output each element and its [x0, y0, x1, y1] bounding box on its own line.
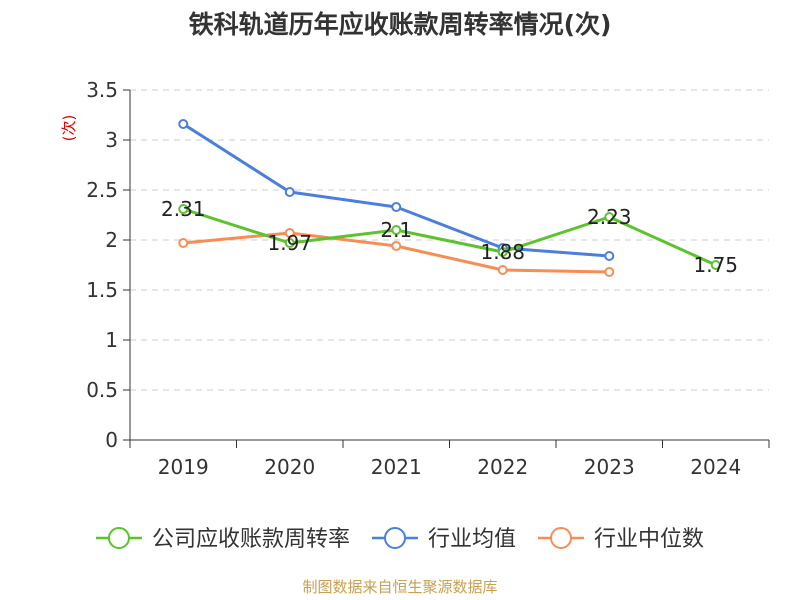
- legend-marker: [550, 527, 573, 549]
- x-tick-label: 2023: [584, 455, 635, 479]
- legend-label: 行业均值: [428, 527, 516, 552]
- y-tick-label: 0.5: [86, 378, 118, 402]
- data-label: 2.23: [587, 205, 632, 229]
- data-point: [178, 119, 189, 129]
- data-point: [284, 238, 295, 248]
- series-layer: [178, 119, 721, 277]
- legend-marker: [107, 527, 130, 549]
- data-point: [178, 204, 189, 214]
- y-tick-label: 3.5: [86, 78, 118, 102]
- x-tick-label: 2021: [371, 455, 422, 479]
- y-tick-label: 1.5: [86, 278, 118, 302]
- data-label: 1.97: [267, 231, 312, 255]
- x-tick-label: 2020: [264, 455, 315, 479]
- data-label: 1.88: [480, 240, 525, 264]
- data-point: [604, 267, 615, 277]
- y-axis-unit: (次): [60, 115, 78, 142]
- series-line-1: [181, 207, 718, 267]
- data-point: [391, 241, 402, 251]
- data-label: 1.75: [693, 253, 738, 277]
- data-point: [497, 265, 508, 275]
- source-note: 制图数据来自恒生聚源数据库: [302, 578, 497, 596]
- data-point: [710, 260, 721, 270]
- data-point: [604, 212, 615, 222]
- legend-item: 公司应收账款周转率: [95, 527, 350, 552]
- legend-label: 行业中位数: [594, 527, 704, 552]
- data-point: [497, 247, 508, 257]
- legend-marker: [383, 527, 406, 549]
- data-point: [391, 202, 402, 212]
- chart-title: 铁科轨道历年应收账款周转率情况(次): [189, 10, 612, 39]
- legend-item: 行业均值: [371, 527, 516, 552]
- data-labels: 2.31 1.97 2.1 1.88 2.23 1.75: [161, 197, 738, 277]
- data-point: [391, 225, 402, 235]
- y-tick-label: 1: [105, 328, 118, 352]
- y-tick-label: 2: [105, 228, 118, 252]
- legend: 公司应收账款周转率 行业均值 行业中位数: [95, 527, 704, 552]
- x-tick-label: 2022: [477, 455, 528, 479]
- data-label: 2.31: [161, 197, 206, 221]
- y-tick-label: 3: [105, 128, 118, 152]
- axes: 0 0.5 1 1.5 2 2.5 3 3.5 2019 2020 2021 2022 2023 2024: [86, 78, 770, 479]
- y-tick-label: 2.5: [86, 178, 118, 202]
- legend-item: 行业中位数: [538, 527, 704, 552]
- data-point: [178, 238, 189, 248]
- x-tick-label: 2019: [158, 455, 209, 479]
- x-tick-label: 2024: [690, 455, 741, 479]
- data-point: [284, 187, 295, 197]
- data-point: [604, 251, 615, 261]
- data-point: [284, 228, 295, 238]
- data-label: 2.1: [380, 218, 412, 242]
- legend-label: 公司应收账款周转率: [152, 527, 350, 552]
- y-tick-label: 0: [105, 428, 118, 452]
